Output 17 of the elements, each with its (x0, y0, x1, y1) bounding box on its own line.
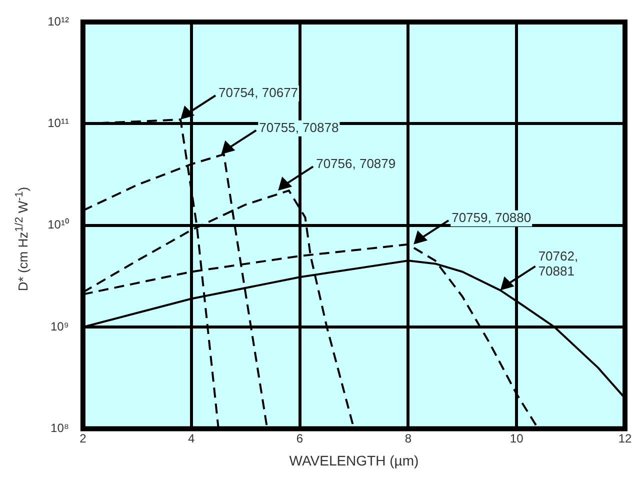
y-tick-label: 10¹⁰ (48, 218, 69, 232)
x-tick-label: 6 (296, 431, 304, 446)
annotation: 70762, 70881 (538, 248, 578, 278)
y-tick-label: 10¹¹ (48, 116, 69, 130)
y-tick-label: 10⁸ (50, 421, 69, 436)
annotation: 70755, 70878 (259, 120, 339, 135)
annotation: 70754, 70677 (218, 85, 298, 100)
annotation: 70759, 70880 (452, 210, 532, 226)
x-tick-label: 12 (618, 431, 632, 446)
x-axis-title: WAVELENGTH (µm) (289, 452, 419, 468)
x-tick-label: 2 (80, 431, 87, 446)
x-tick-label: 4 (188, 431, 196, 446)
y-tick-label: 10⁹ (50, 319, 69, 334)
x-tick-label: 8 (404, 431, 412, 446)
x-tick-label: 10 (510, 431, 524, 446)
annotation: 70756, 70879 (316, 156, 396, 172)
y-tick-label: 10¹² (48, 14, 69, 28)
